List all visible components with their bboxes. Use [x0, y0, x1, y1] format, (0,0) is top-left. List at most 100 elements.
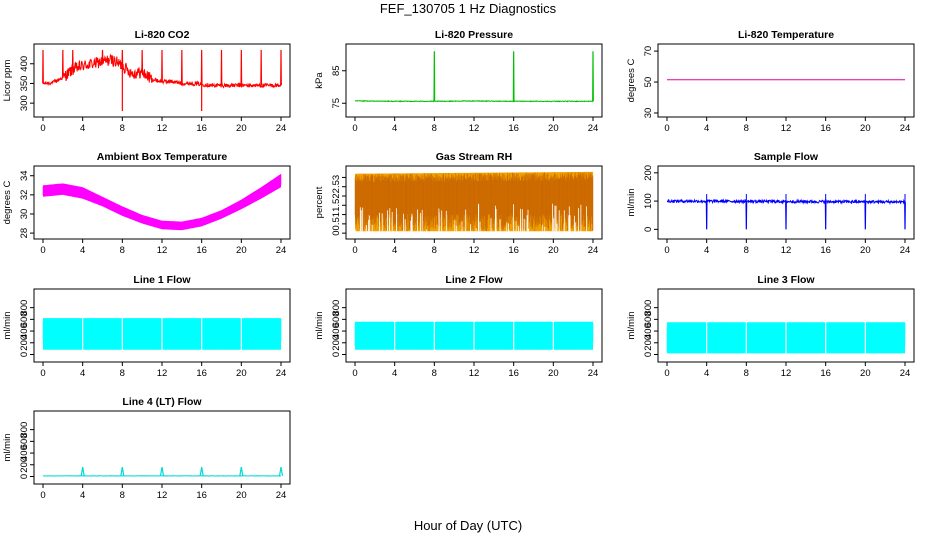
series-spike	[101, 49, 104, 62]
x-tick-label: 4	[80, 123, 85, 134]
x-tick-label: 0	[352, 368, 357, 379]
panel-1: Li-820 Pressure 0 4 8 12 16 20 24 75 85 kPa	[314, 29, 603, 134]
y-tick-label: 0.5	[331, 217, 342, 230]
figure-title: FEF_130705 1 Hz Diagnostics	[379, 1, 557, 16]
series-spike	[512, 51, 515, 102]
panel-title: Li-820 Pressure	[435, 29, 513, 41]
x-tick-label: 8	[432, 245, 437, 256]
y-axis-label: Licor ppm	[2, 60, 13, 102]
panel-title: Line 2 Flow	[445, 274, 503, 286]
series-spike	[864, 201, 867, 230]
series-spike	[592, 51, 594, 102]
x-tick-label: 20	[236, 245, 247, 256]
x-tick-label: 20	[860, 245, 871, 256]
y-tick-label: 50	[643, 77, 654, 88]
x-tick-label: 16	[196, 368, 207, 379]
y-tick-label: 800	[19, 422, 30, 438]
y-tick-label: 800	[19, 300, 30, 316]
x-tick-label: 20	[860, 123, 871, 134]
x-tick-label: 8	[120, 123, 125, 134]
series-spike	[280, 49, 282, 86]
x-tick-label: 16	[196, 245, 207, 256]
x-tick-label: 20	[548, 245, 559, 256]
x-tick-label: 0	[664, 368, 669, 379]
x-tick-label: 4	[80, 245, 85, 256]
x-tick-label: 16	[508, 123, 519, 134]
y-tick-label: 0	[331, 230, 342, 235]
series-spike	[199, 467, 204, 477]
series-spike	[278, 467, 284, 477]
x-tick-label: 8	[120, 368, 125, 379]
series-spike	[745, 201, 748, 230]
y-axis-label: degrees C	[2, 180, 13, 224]
x-tick-label: 16	[196, 123, 207, 134]
x-tick-label: 24	[588, 123, 599, 134]
data-layer	[42, 173, 282, 231]
x-tick-label: 8	[120, 245, 125, 256]
y-tick-label: 1	[331, 212, 342, 217]
y-tick-label: 600	[19, 433, 30, 449]
y-axis-label: percent	[314, 186, 325, 218]
series-spike	[260, 49, 263, 86]
x-tick-label: 8	[432, 368, 437, 379]
x-tick-label: 24	[900, 368, 911, 379]
x-tick-label: 20	[860, 368, 871, 379]
panel-title: Li-820 CO2	[135, 29, 190, 41]
y-tick-label: 600	[643, 311, 654, 327]
x-tick-label: 16	[820, 123, 831, 134]
series-dips	[355, 203, 587, 235]
data-layer	[354, 171, 594, 235]
series-spike	[904, 201, 906, 230]
y-tick-label: 1.5	[331, 199, 342, 212]
series-spike	[161, 49, 163, 82]
x-tick-label: 4	[392, 245, 397, 256]
panel-title: Line 4 (LT) Flow	[122, 396, 202, 408]
panel-0: Li-820 CO2 0 4 8 12 16 20 24 300 350 400 Licor ppm	[2, 29, 291, 134]
series-spike	[71, 49, 74, 70]
y-tick-label: 85	[331, 65, 342, 76]
x-tick-label: 0	[40, 123, 45, 134]
series-spike	[785, 201, 787, 230]
data-layer	[42, 467, 284, 477]
y-tick-label: 200	[19, 457, 30, 473]
x-tick-label: 20	[548, 123, 559, 134]
y-axis-label: ml/min	[2, 312, 13, 340]
y-tick-label: 300	[19, 95, 30, 111]
panel-3: Ambient Box Temperature 0 4 8 12 16 20 24 28 30 32…	[2, 151, 291, 256]
x-tick-label: 16	[820, 245, 831, 256]
y-tick-label: 3	[331, 175, 342, 180]
y-tick-label: 200	[643, 165, 654, 181]
data-layer	[666, 194, 906, 230]
series-spike	[121, 49, 124, 66]
x-tick-label: 12	[157, 368, 168, 379]
y-tick-label: 200	[19, 335, 30, 351]
series-spike	[705, 201, 708, 230]
x-tick-label: 4	[80, 368, 85, 379]
x-tick-label: 24	[276, 245, 287, 256]
data-layer	[666, 320, 906, 356]
y-tick-label: 28	[19, 228, 30, 239]
series-spike	[80, 467, 85, 477]
x-tick-label: 8	[744, 123, 749, 134]
series-spike	[239, 467, 244, 477]
series-spike	[42, 49, 44, 84]
x-tick-label: 0	[40, 245, 45, 256]
y-tick-label: 70	[643, 46, 654, 57]
x-tick-label: 12	[469, 123, 480, 134]
y-tick-label: 600	[331, 311, 342, 327]
x-tick-label: 16	[196, 490, 207, 501]
x-tick-label: 20	[236, 490, 247, 501]
series-noise	[354, 172, 594, 232]
x-tick-label: 12	[781, 368, 792, 379]
x-tick-label: 4	[704, 123, 709, 134]
panel-title: Li-820 Temperature	[738, 29, 834, 41]
data-layer	[42, 316, 282, 353]
panel-4: Gas Stream RH0 4 8 12 16 20 2400.511.522.53per…	[314, 151, 603, 256]
y-tick-label: 400	[19, 323, 30, 339]
